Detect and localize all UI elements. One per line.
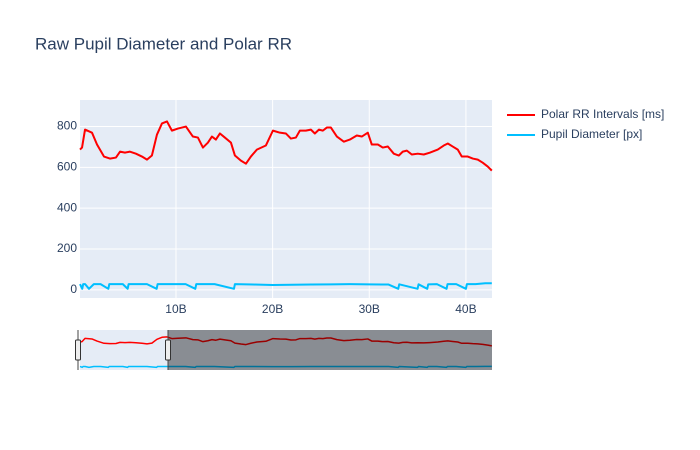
series-line bbox=[79, 120, 493, 172]
chart-title: Raw Pupil Diameter and Polar RR bbox=[35, 34, 292, 53]
slider-line bbox=[79, 336, 492, 347]
slider-mask[interactable] bbox=[168, 330, 492, 370]
range-slider[interactable] bbox=[80, 330, 492, 370]
slider-handle[interactable] bbox=[165, 339, 171, 361]
x-tick-label: 20B bbox=[262, 302, 283, 316]
y-tick-label: 800 bbox=[57, 119, 77, 133]
legend-label[interactable]: Polar RR Intervals [ms] bbox=[541, 107, 664, 121]
y-tick-label: 0 bbox=[70, 282, 77, 296]
y-tick-label: 200 bbox=[57, 241, 77, 255]
y-tick-label: 600 bbox=[57, 160, 77, 174]
slider-handle[interactable] bbox=[75, 339, 81, 361]
x-tick-label: 40B bbox=[455, 302, 476, 316]
plot-area bbox=[80, 100, 492, 298]
legend-label[interactable]: Pupil Diameter [px] bbox=[541, 127, 642, 141]
y-tick-label: 400 bbox=[57, 200, 77, 214]
x-tick-label: 30B bbox=[359, 302, 380, 316]
x-tick-label: 10B bbox=[165, 302, 186, 316]
slider-line bbox=[79, 365, 492, 369]
series-line bbox=[79, 282, 492, 290]
